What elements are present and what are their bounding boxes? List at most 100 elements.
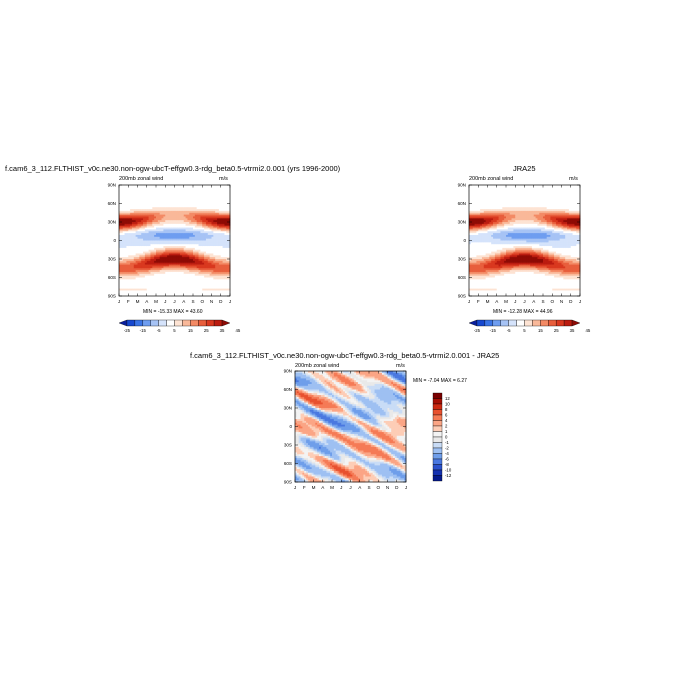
heat-cell bbox=[180, 186, 183, 190]
heat-cell bbox=[218, 251, 222, 254]
heat-cell bbox=[211, 210, 214, 214]
heat-cell bbox=[472, 227, 475, 230]
heat-cell bbox=[168, 281, 172, 284]
heat-cell bbox=[185, 194, 188, 197]
heat-cell bbox=[130, 201, 133, 204]
heat-cell bbox=[193, 214, 196, 217]
heat-cell bbox=[507, 266, 511, 269]
heat-cell bbox=[494, 266, 498, 269]
heat-cell bbox=[150, 260, 153, 264]
heat-cell bbox=[204, 284, 207, 288]
heat-cell bbox=[185, 203, 188, 206]
heat-cell bbox=[220, 209, 223, 212]
heat-cell bbox=[161, 229, 164, 232]
heat-cell bbox=[481, 196, 485, 199]
heat-cell bbox=[137, 218, 140, 221]
heat-cell bbox=[498, 262, 501, 265]
heat-cell bbox=[200, 220, 203, 223]
heat-cell bbox=[222, 185, 225, 188]
heat-cell bbox=[146, 203, 149, 206]
heat-cell bbox=[476, 225, 479, 228]
heat-cell bbox=[218, 262, 222, 265]
heat-cell bbox=[167, 284, 170, 288]
heat-cell bbox=[226, 186, 229, 190]
heat-cell bbox=[144, 212, 148, 215]
heat-cell bbox=[146, 188, 149, 191]
heat-cell bbox=[176, 197, 179, 201]
heat-cell bbox=[478, 273, 481, 277]
heat-cell bbox=[487, 218, 490, 221]
heat-cell bbox=[205, 255, 209, 258]
heat-cell bbox=[474, 286, 477, 289]
heat-cell bbox=[141, 279, 144, 282]
heat-cell bbox=[187, 197, 190, 201]
heat-cell bbox=[163, 229, 166, 232]
heat-cell bbox=[224, 266, 227, 269]
heat-cell bbox=[139, 257, 142, 260]
heat-cell bbox=[496, 262, 499, 265]
heat-cell bbox=[193, 196, 196, 199]
heat-cell bbox=[493, 281, 496, 284]
heat-cell bbox=[487, 190, 490, 193]
heat-cell bbox=[224, 275, 227, 278]
heat-cell bbox=[126, 234, 129, 238]
heat-cell bbox=[181, 270, 185, 273]
heat-cell bbox=[493, 227, 496, 230]
heat-cell bbox=[161, 238, 164, 241]
heat-cell bbox=[204, 218, 207, 221]
heat-cell bbox=[181, 244, 185, 247]
heat-cell bbox=[202, 234, 205, 238]
heat-cell bbox=[472, 288, 475, 291]
heat-cell bbox=[154, 223, 157, 227]
heat-cell bbox=[135, 275, 138, 278]
heat-cell bbox=[198, 266, 201, 269]
heat-cell bbox=[472, 212, 475, 215]
heat-cell bbox=[500, 284, 503, 288]
heat-cell bbox=[157, 218, 161, 221]
heat-cell bbox=[183, 286, 186, 289]
heat-cell bbox=[496, 229, 499, 232]
heat-cell bbox=[217, 281, 220, 284]
heat-cell bbox=[222, 260, 225, 264]
heat-cell bbox=[170, 242, 174, 245]
heat-cell bbox=[126, 220, 129, 223]
heat-cell bbox=[487, 231, 490, 234]
heat-cell bbox=[506, 203, 509, 206]
heat-cell bbox=[168, 257, 172, 260]
heat-cell bbox=[152, 257, 155, 260]
heat-cell bbox=[146, 273, 149, 277]
heat-cell bbox=[167, 229, 170, 232]
heat-cell bbox=[200, 290, 203, 293]
heat-cell bbox=[502, 238, 505, 241]
heat-cell bbox=[476, 268, 479, 271]
heat-cell bbox=[144, 247, 148, 251]
heat-cell bbox=[157, 284, 161, 288]
heat-cell bbox=[174, 294, 177, 297]
heat-cell bbox=[159, 270, 162, 273]
heat-cell bbox=[187, 271, 190, 275]
heat-cell bbox=[474, 227, 477, 230]
heat-cell bbox=[494, 257, 498, 260]
heat-cell bbox=[154, 188, 157, 191]
heat-cell bbox=[211, 199, 214, 203]
heat-cell bbox=[128, 253, 131, 256]
heat-cell bbox=[189, 210, 192, 214]
heat-cell bbox=[168, 234, 172, 238]
heat-cell bbox=[191, 216, 194, 219]
heat-cell bbox=[185, 234, 188, 238]
heat-cell bbox=[220, 260, 223, 264]
heat-cell bbox=[120, 233, 124, 236]
heat-cell bbox=[493, 244, 496, 247]
heat-cell bbox=[481, 236, 485, 240]
heat-cell bbox=[500, 207, 503, 210]
heat-cell bbox=[161, 194, 164, 197]
heat-cell bbox=[191, 234, 194, 238]
heat-cell bbox=[193, 264, 196, 267]
heat-cell bbox=[146, 275, 149, 278]
heat-cell bbox=[472, 231, 475, 234]
heat-cell bbox=[218, 286, 222, 289]
heat-cell bbox=[172, 203, 175, 206]
heat-cell bbox=[139, 205, 142, 208]
heat-cell bbox=[122, 281, 125, 284]
